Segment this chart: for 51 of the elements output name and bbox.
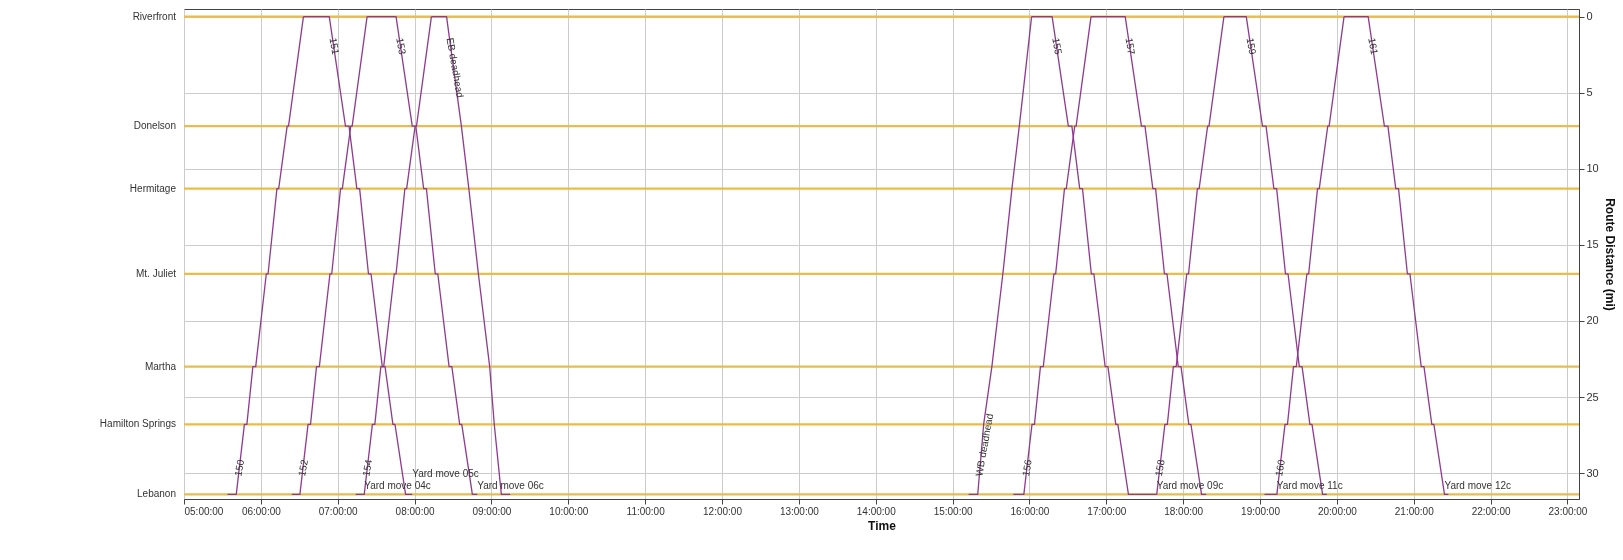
ref-line-label: Hamilton Springs [99, 418, 176, 430]
text: 153 [394, 36, 409, 56]
x-tick-label: 08:00:00 [395, 505, 435, 517]
text: WB deadhead [973, 412, 996, 478]
text: 155 [1050, 36, 1065, 56]
x-tick-label: 12:00:00 [703, 505, 743, 517]
text: EB deadhead [444, 36, 466, 99]
annotation: Yard move 12c [1444, 480, 1512, 492]
y-tick-label: 5 [1586, 86, 1593, 99]
ref-line-label: Riverfront [132, 10, 177, 22]
text: 159 [1244, 36, 1259, 56]
annotation: Yard move 06c [477, 480, 544, 492]
x-tick-label: 11:00:00 [626, 505, 666, 517]
x-tick-label: 22:00:00 [1471, 505, 1512, 517]
y-tick-label: 15 [1586, 238, 1599, 251]
y-tick-label: 0 [1586, 10, 1593, 23]
ref-line-label: Donelson [133, 120, 176, 132]
x-tick-label: 21:00:00 [1394, 505, 1435, 517]
y-axis-title: Route Distance (mi) [1602, 198, 1617, 311]
x-tick-label: 15:00:00 [933, 505, 973, 517]
y-tick-label: 25 [1586, 390, 1599, 403]
ref-line-label: Lebanon [137, 488, 176, 500]
ref-line-label: Martha [144, 360, 177, 372]
text: 152 [296, 458, 310, 478]
text: 161 [1366, 36, 1381, 56]
ref-line-label: Mt. Juliet [135, 267, 177, 279]
x-tick-label: 16:00:00 [1010, 505, 1050, 517]
x-tick-label: 10:00:00 [549, 505, 589, 517]
x-tick-label: 09:00:00 [472, 505, 512, 517]
x-tick-label: 14:00:00 [856, 505, 897, 517]
text: 160 [1273, 458, 1287, 478]
y-tick-label: 30 [1586, 466, 1599, 479]
text: 156 [1020, 458, 1034, 478]
text: 158 [1152, 458, 1167, 478]
x-tick-label: 17:00:00 [1087, 505, 1127, 517]
x-tick-label: 05:00:00 [184, 505, 224, 517]
y-tick-label: 20 [1586, 314, 1599, 327]
ref-line-label: Hermitage [129, 182, 177, 194]
x-tick-label: 07:00:00 [318, 505, 359, 517]
text: 157 [1123, 36, 1138, 56]
x-axis-title: Time [868, 518, 897, 533]
x-tick-label: 20:00:00 [1317, 505, 1358, 517]
y-tick-label: 10 [1586, 162, 1599, 175]
x-tick-label: 19:00:00 [1241, 505, 1281, 517]
x-tick-label: 13:00:00 [779, 505, 820, 517]
text: 151 [327, 36, 342, 56]
x-tick-label: 18:00:00 [1164, 505, 1204, 517]
x-tick-label: 06:00:00 [241, 505, 282, 517]
text: 154 [360, 458, 375, 478]
text: 150 [232, 458, 247, 478]
x-tick-label: 23:00:00 [1548, 505, 1588, 517]
